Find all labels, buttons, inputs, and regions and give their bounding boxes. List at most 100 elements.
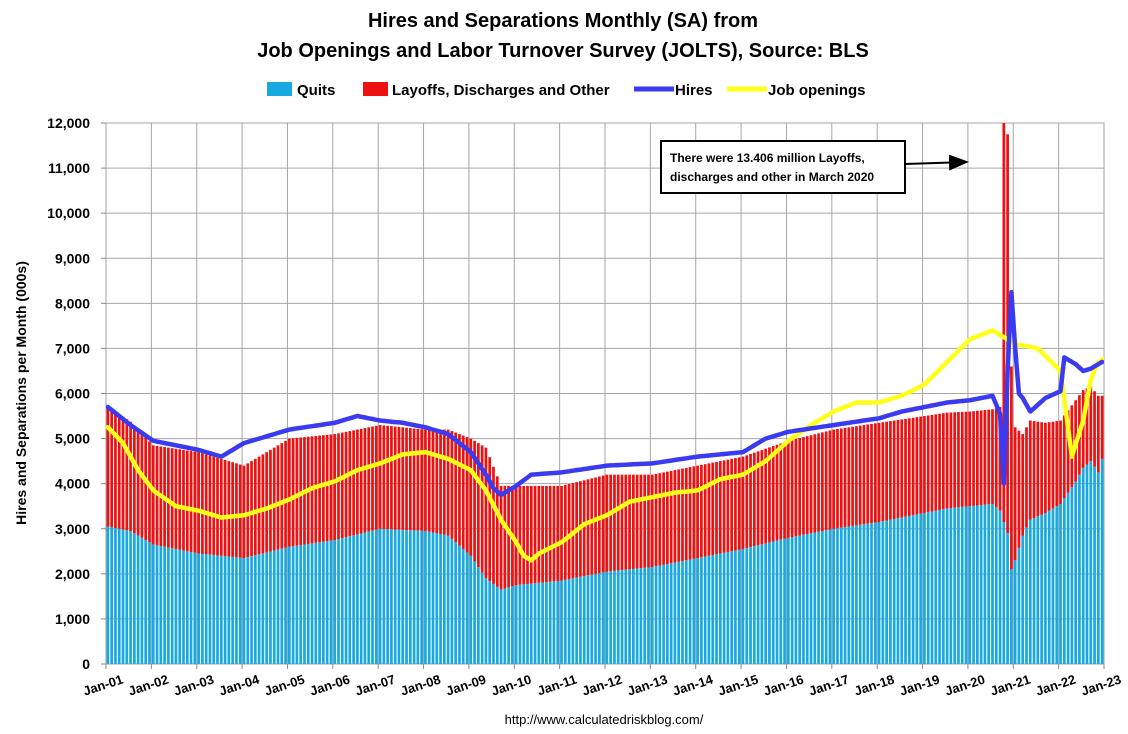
y-axis-label: Hires and Separations per Month (000s) — [13, 261, 29, 525]
quits-bar-2020-08 — [994, 507, 998, 664]
y-tick-label-10: 10,000 — [47, 205, 90, 221]
quits-bar-2014-02 — [700, 557, 703, 664]
layoffs-bar-2002-01 — [151, 445, 155, 545]
layoffs-bar-2013-01 — [650, 474, 654, 568]
layoffs-bar-2017-05 — [847, 427, 851, 527]
chart-title-line-2: Job Openings and Labor Turnover Survey (… — [257, 40, 869, 62]
layoffs-bar-2021-01 — [1013, 427, 1017, 561]
quits-bar-2008-07 — [446, 535, 450, 664]
quits-bar-2015-10 — [775, 540, 779, 664]
layoffs-bar-2019-08 — [949, 412, 953, 509]
x-tick-label-20: Jan-21 — [988, 672, 1032, 699]
layoffs-bar-2002-11 — [189, 450, 193, 553]
layoffs-bar-2020-09 — [998, 407, 1002, 511]
layoffs-bar-2006-11 — [371, 426, 374, 531]
quits-bar-2014-12 — [737, 549, 741, 664]
quits-bar-2013-02 — [654, 566, 658, 664]
layoffs-bar-2017-09 — [862, 425, 866, 525]
quits-bar-2002-03 — [159, 546, 163, 664]
layoffs-bar-2001-05 — [121, 416, 125, 530]
layoffs-bar-2001-10 — [140, 433, 144, 538]
quits-bar-2010-11 — [552, 581, 556, 664]
layoffs-bar-2004-03 — [250, 461, 253, 557]
layoffs-bar-2005-01 — [287, 438, 291, 547]
layoffs-bar-2008-06 — [442, 429, 446, 535]
quits-bar-2015-04 — [752, 546, 756, 664]
layoffs-bar-2008-01 — [424, 429, 427, 532]
layoffs-bar-2018-02 — [881, 422, 885, 522]
layoffs-bar-2011-11 — [597, 476, 601, 574]
quits-bar-2003-01 — [197, 553, 200, 664]
layoffs-bar-2006-03 — [340, 432, 344, 539]
layoffs-bar-2019-03 — [930, 414, 934, 512]
annotation-box — [660, 140, 906, 194]
quits-bar-2003-09 — [227, 556, 231, 664]
quits-bar-2015-02 — [745, 548, 749, 664]
quits-bar-2015-12 — [783, 538, 786, 664]
layoffs-bar-2008-05 — [439, 429, 442, 535]
quits-bar-2005-05 — [303, 544, 306, 664]
layoffs-bar-2013-05 — [666, 471, 669, 565]
quits-bar-2014-06 — [715, 554, 718, 664]
quits-bar-2011-09 — [590, 574, 594, 664]
quits-bar-2019-06 — [941, 509, 945, 664]
layoffs-bar-2008-12 — [465, 437, 469, 553]
quits-bar-2005-04 — [299, 545, 303, 664]
layoffs-bar-2004-04 — [253, 458, 257, 556]
layoffs-bar-2009-11 — [507, 485, 510, 588]
layoffs-bar-2008-03 — [431, 429, 435, 533]
quits-bar-2016-06 — [805, 534, 809, 664]
legend-label-job-openings: Job openings — [768, 82, 866, 99]
layoffs-bar-2007-05 — [393, 426, 397, 530]
quits-bar-2003-03 — [204, 554, 208, 664]
annotation-line-2: discharges and other in March 2020 — [670, 170, 874, 184]
quits-bar-2001-02 — [110, 527, 114, 664]
quits-bar-2006-05 — [348, 536, 352, 664]
layoffs-bar-2020-12 — [1010, 366, 1013, 570]
layoffs-bar-2022-10 — [1093, 391, 1096, 467]
quits-bar-2012-03 — [613, 570, 616, 664]
quits-bar-2012-11 — [643, 567, 647, 664]
layoffs-bar-2018-11 — [915, 417, 919, 515]
quits-bar-2022-11 — [1096, 472, 1100, 664]
layoffs-bar-2003-01 — [197, 452, 200, 554]
annotation-arrow — [904, 154, 969, 171]
quits-bar-2011-08 — [586, 575, 590, 664]
y-tick-label-12: 12,000 — [47, 115, 90, 131]
layoffs-bar-2009-03 — [476, 443, 480, 568]
layoffs-bar-2014-04 — [707, 463, 711, 556]
layoffs-bar-2016-09 — [817, 433, 820, 532]
quits-bar-2002-02 — [155, 545, 159, 664]
layoffs-bar-2002-07 — [174, 448, 178, 550]
x-tick-label-10: Jan-11 — [535, 672, 578, 699]
layoffs-bar-2021-08 — [1040, 422, 1043, 515]
quits-bar-2011-10 — [594, 573, 597, 664]
layoffs-bar-2007-06 — [397, 426, 401, 530]
quits-bar-2003-02 — [201, 553, 204, 664]
quits-bar-2004-11 — [280, 548, 284, 664]
x-tick-label-11: Jan-12 — [580, 672, 624, 699]
layoffs-bar-2009-02 — [473, 440, 476, 562]
layoffs-bar-2014-06 — [715, 461, 718, 555]
quits-bar-2019-05 — [938, 509, 941, 664]
layoffs-bar-2003-07 — [219, 458, 223, 556]
layoffs-bar-2002-05 — [167, 447, 170, 548]
quits-bar-2003-05 — [212, 555, 216, 664]
quits-bar-2018-08 — [904, 516, 907, 664]
layoffs-bar-2019-01 — [923, 416, 926, 513]
layoffs-bar-2013-02 — [654, 473, 658, 567]
layoffs-bar-2004-11 — [280, 443, 284, 549]
quits-bar-2008-05 — [439, 534, 442, 664]
quits-bar-2002-08 — [178, 549, 182, 664]
quits-bar-2022-08 — [1085, 464, 1089, 664]
quits-bar-2002-12 — [193, 552, 197, 664]
y-tick-label-9: 9,000 — [55, 250, 90, 266]
layoffs-bar-2018-04 — [889, 421, 892, 520]
quits-bar-2021-12 — [1055, 506, 1059, 664]
quits-bar-2017-11 — [870, 523, 873, 664]
layoffs-bar-2003-03 — [204, 454, 208, 555]
quits-bar-2004-06 — [261, 553, 265, 664]
quits-bar-2017-07 — [855, 525, 858, 664]
layoffs-bar-2019-06 — [941, 413, 945, 510]
layoffs-bar-2019-10 — [957, 412, 960, 508]
